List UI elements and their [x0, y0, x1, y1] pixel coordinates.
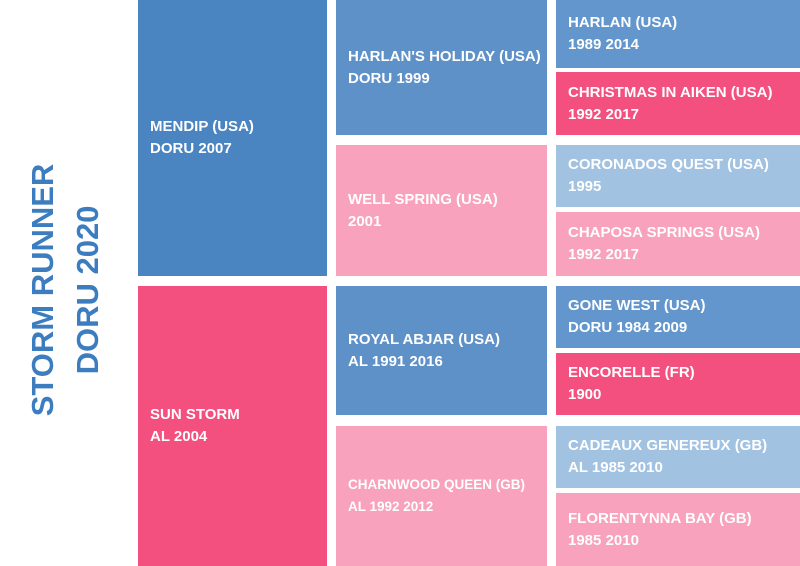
title: STORM RUNNER DORU 2020: [25, 164, 105, 417]
horse-name: CORONADOS QUEST (USA): [568, 156, 769, 173]
horse-info: 1985 2010: [568, 531, 639, 549]
title-line: DORU 2020: [70, 206, 105, 375]
horse-name: MENDIP (USA): [150, 118, 254, 135]
horse-info: AL 2004: [150, 428, 208, 445]
horse-info: AL 1985 2010: [568, 459, 663, 476]
horse-name: ROYAL ABJAR (USA): [348, 330, 500, 348]
horse-box: ENCORELLE (FR) 1900: [556, 353, 800, 415]
horse-name: WELL SPRING (USA): [348, 190, 498, 208]
title-line: STORM RUNNER: [25, 164, 60, 417]
horse-box: SUN STORM AL 2004: [138, 286, 327, 566]
horse-info: AL 1992 2012: [348, 499, 434, 514]
horse-name: HARLAN (USA): [568, 14, 678, 31]
horse-box: GONE WEST (USA) DORU 1984 2009: [556, 286, 800, 348]
horse-box: CHAPOSA SPRINGS (USA) 1992 2017: [556, 212, 800, 276]
horse-box: MENDIP (USA) DORU 2007: [138, 0, 327, 276]
horse-name: FLORENTYNNA BAY (GB): [568, 509, 752, 527]
horse-box: ROYAL ABJAR (USA) AL 1991 2016: [336, 286, 547, 415]
horse-box: CHARNWOOD QUEEN (GB) AL 1992 2012: [336, 426, 547, 566]
horse-box: HARLAN'S HOLIDAY (USA) DORU 1999: [336, 0, 547, 135]
horse-name: CHARNWOOD QUEEN (GB): [348, 477, 525, 492]
horse-info: DORU 2007: [150, 140, 232, 157]
horse-info: 1995: [568, 178, 602, 195]
horse-name: CHAPOSA SPRINGS (USA): [568, 224, 760, 241]
horse-box: CORONADOS QUEST (USA) 1995: [556, 145, 800, 207]
horse-info: DORU 1984 2009: [568, 319, 688, 336]
horse-info: 1900: [568, 386, 602, 403]
horse-info: 1992 2017: [568, 246, 639, 263]
horse-box: CHRISTMAS IN AIKEN (USA) 1992 2017: [556, 72, 800, 135]
horse-name: HARLAN'S HOLIDAY (USA): [348, 47, 541, 65]
horse-name: GONE WEST (USA): [568, 297, 706, 314]
horse-name: CHRISTMAS IN AIKEN (USA): [568, 83, 773, 101]
horse-info: 2001: [348, 212, 382, 230]
horse-name: ENCORELLE (FR): [568, 364, 695, 381]
horse-info: DORU 1999: [348, 69, 430, 87]
horse-info: AL 1991 2016: [348, 352, 443, 370]
horse-name: SUN STORM: [150, 406, 240, 423]
horse-box: FLORENTYNNA BAY (GB) 1985 2010: [556, 493, 800, 566]
horse-box: HARLAN (USA) 1989 2014: [556, 0, 800, 68]
horse-box: CADEAUX GENEREUX (GB) AL 1985 2010: [556, 426, 800, 488]
horse-info: 1992 2017: [568, 105, 639, 123]
horse-name: CADEAUX GENEREUX (GB): [568, 437, 768, 454]
horse-info: 1989 2014: [568, 36, 639, 53]
horse-box: WELL SPRING (USA) 2001: [336, 145, 547, 276]
